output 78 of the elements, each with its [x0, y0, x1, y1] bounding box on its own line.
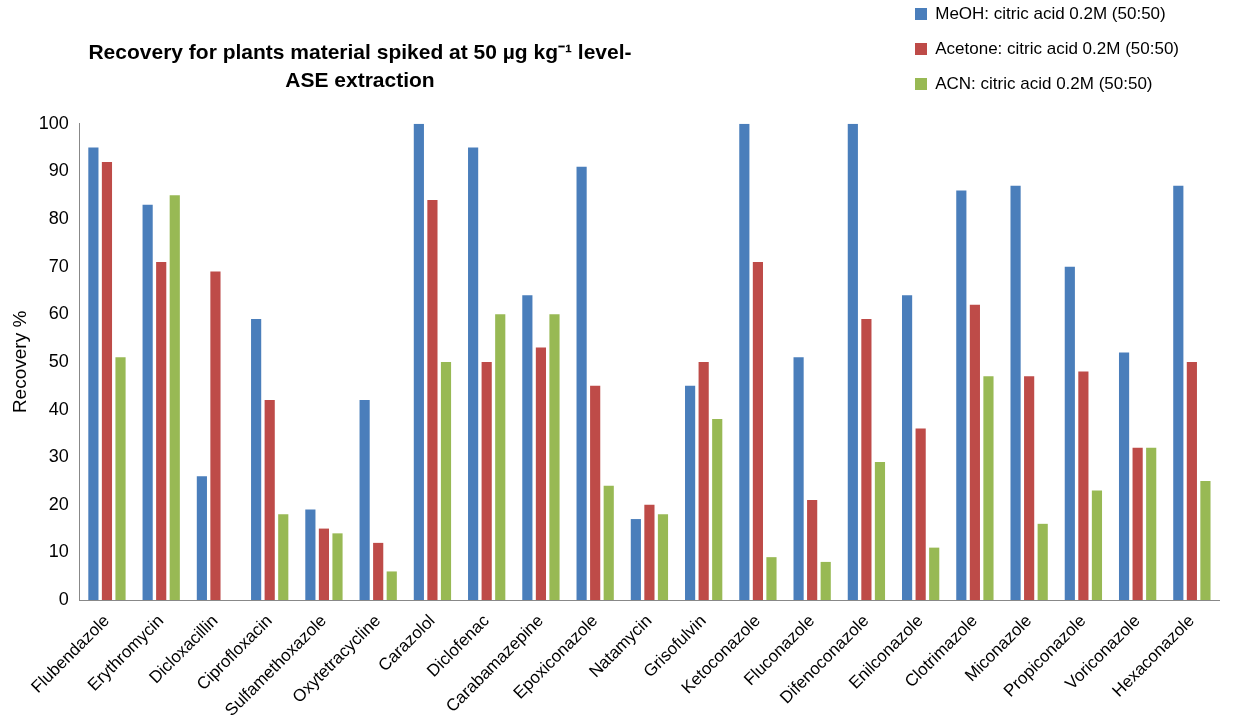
chart-title: Recovery for plants material spiked at 50 µg kg⁻¹ level- ASE extraction: [87, 39, 633, 93]
bar: [495, 314, 506, 601]
bar: [305, 509, 316, 601]
bar: [820, 561, 831, 601]
bar: [874, 461, 886, 601]
bar: [590, 385, 601, 601]
bar: [983, 376, 994, 601]
legend-label: MeOH: citric acid 0.2M (50:50): [935, 4, 1166, 24]
bar: [251, 319, 262, 601]
bar: [1118, 352, 1130, 601]
bar: [522, 295, 533, 601]
bar: [1146, 447, 1157, 601]
bar: [1064, 266, 1075, 601]
bar: [169, 195, 180, 601]
bar: [1024, 376, 1035, 601]
bar: [210, 271, 221, 601]
bar: [1091, 490, 1103, 601]
bar: [603, 485, 614, 601]
bar: [156, 261, 167, 601]
bar: [739, 123, 750, 601]
bar: [481, 361, 492, 601]
bar: [1132, 447, 1143, 601]
bar: [685, 385, 696, 601]
bar: [929, 547, 940, 601]
bar: [413, 123, 424, 601]
bar: [88, 147, 99, 601]
y-tick-label: 60: [48, 303, 69, 324]
legend-label: ACN: citric acid 0.2M (50:50): [935, 74, 1153, 94]
bar: [373, 542, 384, 601]
y-axis-title: Recovery %: [8, 310, 30, 414]
bar: [576, 166, 587, 601]
y-tick-label: 20: [48, 493, 69, 514]
y-tick-label: 0: [58, 588, 69, 609]
y-tick-label: 80: [48, 208, 69, 229]
y-tick-label: 10: [48, 541, 69, 562]
bar: [1010, 185, 1021, 601]
bar: [902, 295, 913, 601]
bar: [1078, 371, 1089, 601]
bar: [278, 514, 289, 601]
bar: [956, 190, 967, 601]
bar: [793, 357, 804, 601]
bar: [115, 357, 126, 601]
bar: [386, 571, 397, 601]
bar: [1037, 523, 1048, 601]
bar: [535, 347, 547, 601]
bar: [807, 500, 818, 601]
bar: [1173, 185, 1184, 601]
y-tick-label: 70: [48, 255, 69, 276]
bar: [101, 161, 113, 601]
bar: [359, 400, 370, 601]
bar: [549, 314, 560, 601]
y-tick-label: 100: [38, 112, 69, 133]
bar: [766, 557, 777, 601]
bar: [847, 123, 858, 601]
bar: [630, 519, 641, 601]
bar: [861, 319, 872, 601]
bar: [752, 261, 763, 601]
bar: [915, 428, 926, 601]
bar: [318, 528, 330, 601]
bar: [142, 204, 153, 601]
bar: [332, 533, 343, 601]
y-tick-label: 40: [48, 398, 69, 419]
bar: [657, 514, 669, 601]
bar: [698, 361, 709, 601]
bar: [196, 476, 207, 601]
bar: [969, 304, 980, 601]
legend-label: Acetone: citric acid 0.2M (50:50): [935, 39, 1179, 59]
bar: [644, 504, 655, 601]
bar: [1186, 361, 1197, 601]
bar: [264, 400, 275, 601]
y-tick-label: 90: [48, 160, 69, 181]
bar: [1200, 480, 1211, 601]
y-tick-label: 30: [48, 446, 69, 467]
bar: [712, 419, 723, 601]
bar: [440, 361, 452, 601]
bar: [468, 147, 479, 601]
bar: [427, 200, 438, 601]
y-tick-label: 50: [48, 350, 69, 371]
